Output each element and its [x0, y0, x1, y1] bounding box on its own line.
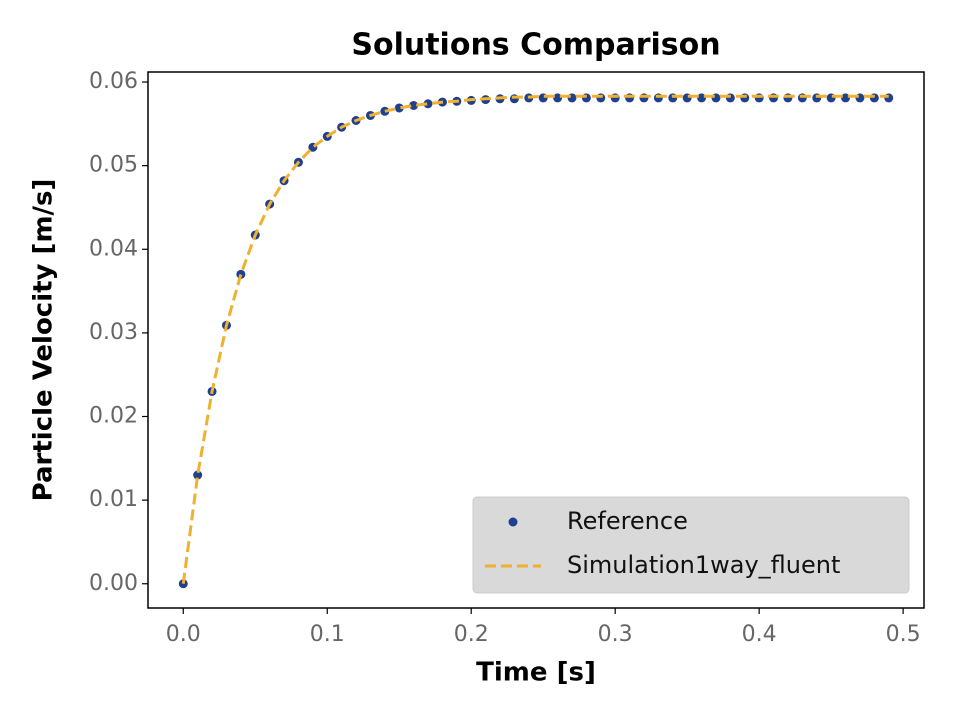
data-point — [236, 269, 246, 279]
chart-title: Solutions Comparison — [351, 28, 720, 63]
data-point — [193, 470, 203, 480]
y-tick-label: 0.05 — [89, 153, 138, 178]
x-tick-label: 0.3 — [598, 622, 633, 647]
y-tick-label: 0.04 — [89, 236, 138, 261]
x-tick-label: 0.5 — [886, 622, 921, 647]
data-point — [394, 103, 404, 113]
x-tick-label: 0.4 — [742, 622, 777, 647]
y-tick-label: 0.01 — [89, 487, 138, 512]
x-tick-label: 0.0 — [166, 622, 201, 647]
y-axis-label: Particle Velocity [m/s] — [29, 179, 59, 502]
x-tick-label: 0.1 — [310, 622, 345, 647]
x-tick-label: 0.2 — [454, 622, 489, 647]
legend-box — [472, 496, 910, 594]
legend-marker — [508, 517, 518, 527]
y-tick-label: 0.00 — [89, 571, 138, 596]
y-tick-label: 0.02 — [89, 404, 138, 429]
x-axis-label: Time [s] — [476, 658, 596, 688]
y-tick-label: 0.06 — [89, 69, 138, 94]
y-tick-label: 0.03 — [89, 320, 138, 345]
data-point — [423, 99, 433, 109]
plot-frame — [147, 71, 925, 609]
data-line — [181, 94, 889, 584]
legend-label: Simulation1way_fluent — [567, 551, 840, 579]
data-point — [841, 93, 851, 103]
legend-label: Reference — [567, 507, 688, 535]
data-point — [409, 100, 419, 110]
